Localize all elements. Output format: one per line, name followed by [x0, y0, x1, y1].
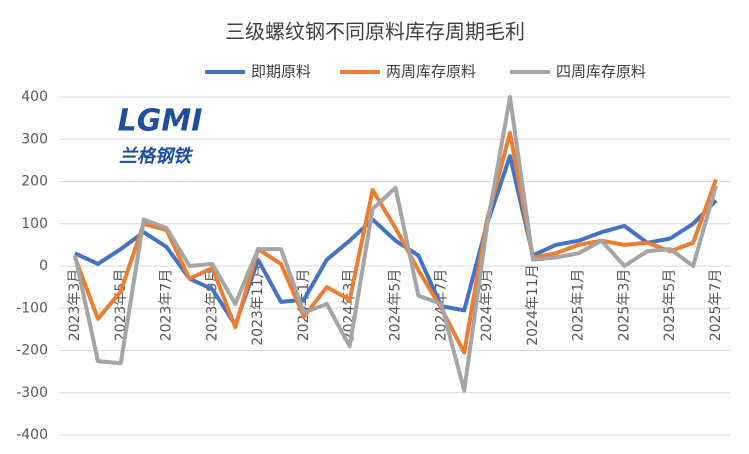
y-tick-label: 400	[21, 89, 48, 105]
series-line	[74, 154, 718, 328]
y-tick-label: 100	[21, 216, 48, 232]
chart-title: 三级螺纹钢不同原料库存周期毛利	[225, 20, 525, 44]
series-line	[73, 130, 718, 355]
legend-label: 即期原料	[251, 63, 311, 81]
x-tick-label: 2025年5月	[662, 269, 678, 342]
logo-text: LGMI	[118, 104, 203, 139]
x-tick-label: 2024年11月	[525, 264, 541, 345]
x-tick-label: 2025年7月	[708, 269, 724, 342]
x-tick-label: 2023年11月	[250, 264, 266, 345]
x-tick-label: 2023年5月	[113, 269, 129, 342]
x-tick-label: 2023年7月	[159, 269, 175, 342]
y-tick-label: 200	[21, 174, 48, 190]
legend-label: 两周库存原料	[386, 63, 476, 81]
x-tick-label: 2025年1月	[571, 269, 587, 342]
y-tick-label: -300	[16, 385, 48, 401]
x-tick-label: 2024年9月	[479, 269, 495, 342]
x-tick-label: 2025年3月	[616, 269, 632, 342]
x-tick-label: 2024年1月	[296, 269, 312, 342]
x-tick-label: 2024年5月	[388, 269, 404, 342]
y-tick-label: 300	[21, 131, 48, 147]
logo-subtext: 兰格钢铁	[119, 146, 194, 167]
legend-label: 四周库存原料	[556, 63, 646, 81]
y-tick-label: 0	[39, 258, 48, 274]
y-tick-label: -400	[16, 427, 48, 443]
series-line	[73, 95, 718, 393]
y-tick-label: -100	[16, 300, 48, 316]
y-tick-label: -200	[16, 343, 48, 359]
x-tick-label: 2023年3月	[67, 269, 83, 342]
